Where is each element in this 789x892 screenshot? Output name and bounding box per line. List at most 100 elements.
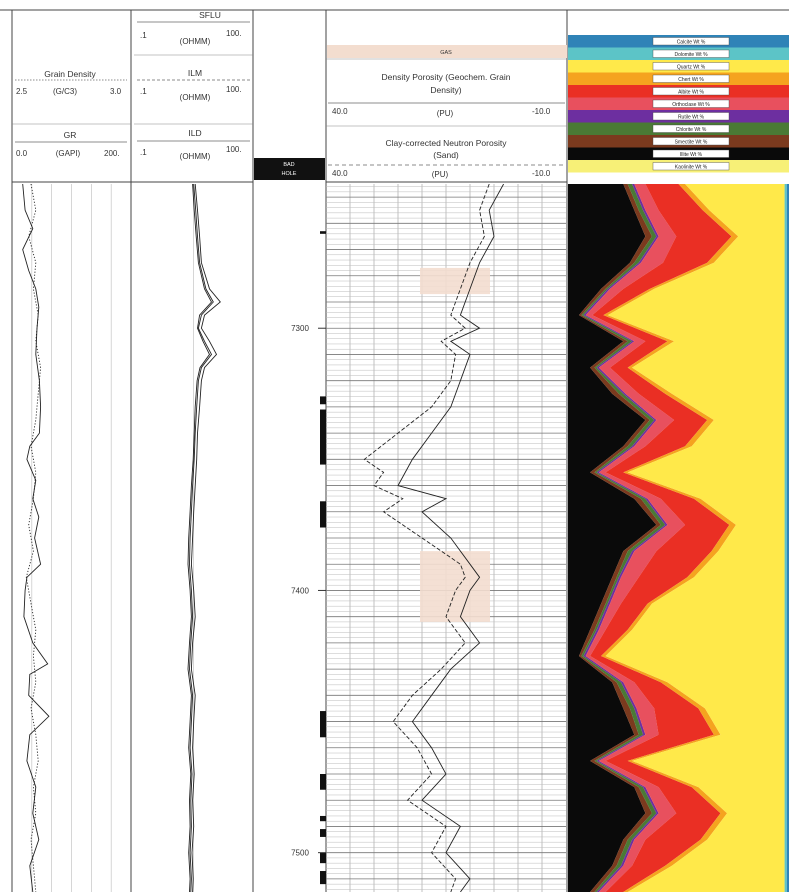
bad-hole-interval-5 <box>320 774 326 790</box>
legend-label-albite: Albite Wt % <box>678 89 704 95</box>
bad-hole-interval-4 <box>320 711 326 738</box>
grain-density-left: 2.5 <box>16 87 28 96</box>
neutron-porosity-left: 40.0 <box>332 169 348 178</box>
density-porosity-right: -10.0 <box>532 107 551 116</box>
legend-label-orthoclase: Orthoclase Wt % <box>672 102 710 108</box>
legend-chip-quartz <box>652 62 730 71</box>
bad-hole-interval-0 <box>320 231 326 234</box>
bad-hole-interval-3 <box>320 501 326 528</box>
density-porosity-left: 40.0 <box>332 107 348 116</box>
mineral-area-calcite <box>786 184 789 892</box>
gas-label: GAS <box>440 50 452 56</box>
mineral-area-rutile <box>583 184 668 892</box>
grain-density-label: Grain Density <box>44 69 96 79</box>
gas-interval-0 <box>420 267 490 295</box>
depth-label-7300: 7300 <box>291 324 309 333</box>
mineral-area-albite <box>590 184 732 892</box>
mineralogy-legend: Calcite Wt % Dolomite Wt % Quartz Wt % Cher… <box>568 35 789 173</box>
legend-label-dolomite: Dolomite Wt % <box>674 52 708 58</box>
curve-ilm <box>189 184 214 892</box>
mineral-area-illite <box>568 184 657 892</box>
sflu-left: .1 <box>140 31 147 40</box>
gr-unit: (GAPI) <box>56 149 81 158</box>
sflu-right: 100. <box>226 29 242 38</box>
bad-hole-interval-8 <box>320 852 326 864</box>
density-porosity-unit: (PU) <box>437 109 454 118</box>
legend-label-calcite: Calcite Wt % <box>677 39 706 45</box>
bad-hole-legend-box <box>254 158 325 180</box>
neutron-porosity-right: -10.0 <box>532 169 551 178</box>
legend-chip-orthoclase <box>652 99 730 108</box>
legend-label-rutile: Rutile Wt % <box>678 114 705 120</box>
grain-density-unit: (G/C3) <box>53 87 77 96</box>
bad-hole-interval-6 <box>320 815 326 822</box>
bad-hole-interval-1 <box>320 396 326 405</box>
mineral-area-smectite <box>579 184 661 892</box>
legend-chip-kaolinite <box>652 162 730 171</box>
bad-hole-header: BAD HOLE <box>254 158 325 180</box>
depth-ticks: 7300 7400 7500 <box>291 324 326 858</box>
sflu-label: SFLU <box>199 10 221 20</box>
bad-hole-label-2: HOLE <box>282 171 297 177</box>
bad-hole-intervals <box>320 231 326 885</box>
bad-hole-interval-9 <box>320 871 326 885</box>
gr-left: 0.0 <box>16 149 28 158</box>
legend-chip-dolomite <box>652 49 730 58</box>
curve-grain-density <box>25 184 42 892</box>
ild-right: 100. <box>226 145 242 154</box>
ild-unit: (OHMM) <box>180 152 211 161</box>
legend-label-kaolinite: Kaolinite Wt % <box>675 164 708 170</box>
mineral-area-chert <box>601 184 739 892</box>
ilm-left: .1 <box>140 87 147 96</box>
gas-interval-1 <box>420 551 490 622</box>
gas-legend-box <box>327 45 567 58</box>
mineralogy-track <box>568 184 789 892</box>
mineral-area-orthoclase <box>585 184 686 892</box>
depth-label-7400: 7400 <box>291 586 309 595</box>
ilm-label: ILM <box>188 68 202 78</box>
bad-hole-interval-2 <box>320 409 326 465</box>
ilm-right: 100. <box>226 85 242 94</box>
ild-left: .1 <box>140 148 147 157</box>
legend-label-chlorite: Chlorite Wt % <box>676 127 707 133</box>
gr-right: 200. <box>104 149 120 158</box>
curve-clay-corrected-neutron-porosity-sand <box>363 184 490 892</box>
mineral-area-quartz <box>605 184 785 892</box>
curve-ild <box>187 184 213 892</box>
legend-label-chert: Chert Wt % <box>678 77 704 83</box>
curve-sflu <box>190 184 221 892</box>
legend-chip-smectite <box>652 137 730 146</box>
legend-chip-illite <box>652 149 730 158</box>
legend-chip-rutile <box>652 112 730 121</box>
depth-label-7500: 7500 <box>291 849 309 858</box>
grain-density-right: 3.0 <box>110 87 122 96</box>
legend-label-smectite: Smectite Wt % <box>675 139 708 145</box>
neutron-porosity-label-2: (Sand) <box>433 150 459 160</box>
neutron-porosity-label-1: Clay-corrected Neutron Porosity <box>386 138 508 148</box>
mineral-area-chlorite <box>581 184 666 892</box>
legend-chip-chert <box>652 74 730 83</box>
legend-chip-calcite <box>652 37 730 46</box>
bad-hole-label-1: BAD <box>283 162 294 168</box>
track3-header: GAS Density Porosity (Geochem. Grain Den… <box>326 45 567 179</box>
track1-header: Grain Density 2.5 (G/C3) 3.0 GR 0.0 (GAP… <box>12 69 131 158</box>
grid-layer <box>31 184 566 892</box>
legend-chip-albite <box>652 87 730 96</box>
bad-hole-interval-7 <box>320 829 326 837</box>
neutron-porosity-unit: (PU) <box>432 170 449 179</box>
mineral-area-dolomite <box>784 184 787 892</box>
density-porosity-label-2: Density) <box>430 85 461 95</box>
legend-label-illite: Illite Wt % <box>680 152 703 158</box>
gas-shading <box>420 267 490 622</box>
track2-header: SFLU .1 (OHMM) 100. ILM .1 (OHMM) 100. I… <box>134 10 253 161</box>
curve-density-porosity-geochem-grain-density <box>397 184 504 892</box>
legend-chip-chlorite <box>652 124 730 133</box>
curve-layer <box>22 184 504 892</box>
ilm-unit: (OHMM) <box>180 93 211 102</box>
sflu-unit: (OHMM) <box>180 37 211 46</box>
legend-label-quartz: Quartz Wt % <box>677 64 706 70</box>
gr-label: GR <box>64 130 77 140</box>
curve-gr <box>22 184 50 892</box>
ild-label: ILD <box>188 128 201 138</box>
